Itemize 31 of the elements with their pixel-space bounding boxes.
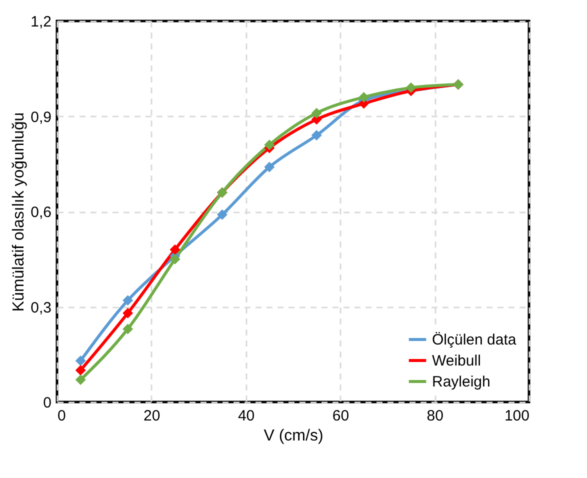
legend-label: Ölçülen data [432, 332, 517, 348]
point [75, 355, 86, 366]
point [216, 209, 228, 220]
x-tick-label: 100 [504, 408, 530, 424]
x-tick-label: 40 [238, 408, 255, 424]
y-tick-label: 1,2 [30, 14, 52, 30]
x-tick-label: 80 [426, 408, 444, 424]
x-axis-title: V (cm/s) [264, 428, 324, 444]
legend-label: Weibull [432, 352, 481, 370]
point [311, 130, 322, 141]
y-tick-label: 0,6 [30, 204, 52, 221]
point [170, 244, 180, 255]
point [264, 140, 275, 150]
point [358, 92, 370, 102]
point [75, 374, 86, 386]
point [122, 295, 134, 306]
point [75, 365, 86, 376]
point [264, 162, 275, 172]
y-tick-label: 0,9 [30, 108, 52, 126]
x-tick-label: 60 [332, 408, 350, 424]
x-tick-label: 20 [144, 408, 160, 424]
point [122, 308, 134, 318]
y-tick-label: 0,3 [30, 299, 52, 316]
point [122, 324, 134, 334]
point [406, 82, 416, 93]
y-tick-label: 0 [43, 394, 52, 412]
point [311, 108, 322, 118]
point [170, 254, 180, 264]
x-tick-label: 0 [58, 408, 66, 424]
legend-label: Rayleigh [432, 374, 490, 390]
y-axis-title: Kümülatif olasılık yoğunluğu [10, 112, 28, 312]
